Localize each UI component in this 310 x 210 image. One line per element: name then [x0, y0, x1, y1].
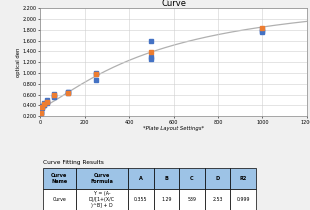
- Title: Curve: Curve: [161, 0, 186, 8]
- X-axis label: *Plate Layout Settings*: *Plate Layout Settings*: [143, 126, 204, 131]
- Y-axis label: optical den: optical den: [16, 47, 21, 77]
- Text: Curve Fitting Results: Curve Fitting Results: [43, 160, 104, 165]
